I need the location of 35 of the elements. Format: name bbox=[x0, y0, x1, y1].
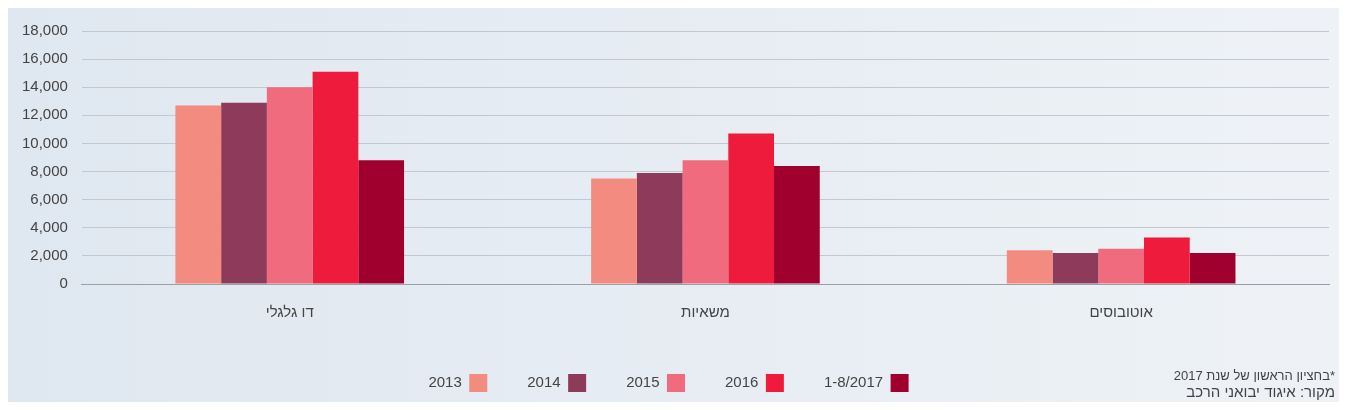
y-tick-label: 4,000 bbox=[30, 217, 68, 235]
y-tick-label: 12,000 bbox=[21, 105, 68, 123]
y-tick-label: 14,000 bbox=[21, 77, 68, 95]
bar bbox=[1006, 250, 1053, 284]
y-tick-label: 10,000 bbox=[21, 133, 68, 151]
y-tick-label: 8,000 bbox=[30, 161, 68, 179]
bar bbox=[774, 165, 820, 284]
x-tick-label: משאיות bbox=[681, 303, 730, 321]
y-tick-label: 0 bbox=[59, 274, 68, 292]
bar bbox=[266, 87, 313, 284]
legend-label: 1-8/2017 bbox=[823, 373, 884, 391]
bar bbox=[1189, 253, 1236, 284]
legend-label: 2016 bbox=[725, 373, 759, 391]
y-tick-label: 18,000 bbox=[21, 21, 68, 39]
bar bbox=[175, 105, 222, 284]
bar bbox=[1098, 248, 1145, 284]
x-tick-label: אוטובוסים bbox=[1089, 303, 1154, 321]
text: מקור: איגוד יבואני הרכב bbox=[1185, 383, 1335, 400]
bar bbox=[728, 133, 775, 284]
bar bbox=[636, 172, 683, 284]
bar bbox=[312, 71, 359, 284]
y-tick-label: 16,000 bbox=[21, 49, 68, 67]
legend-label: 2015 bbox=[626, 373, 660, 391]
legend-label: 2013 bbox=[428, 373, 462, 391]
y-tick-label: 2,000 bbox=[30, 246, 68, 264]
bar bbox=[221, 102, 267, 284]
bar bbox=[358, 160, 405, 284]
bar bbox=[1052, 253, 1099, 284]
bar bbox=[591, 178, 637, 284]
text: *בחציון הראשון של שנת 2017 bbox=[1173, 368, 1335, 383]
y-tick-label: 6,000 bbox=[30, 189, 68, 207]
bar bbox=[682, 160, 729, 284]
legend-label: 2014 bbox=[527, 373, 561, 391]
bar bbox=[1144, 237, 1190, 284]
x-tick-label: דו גלגלי bbox=[265, 303, 314, 321]
